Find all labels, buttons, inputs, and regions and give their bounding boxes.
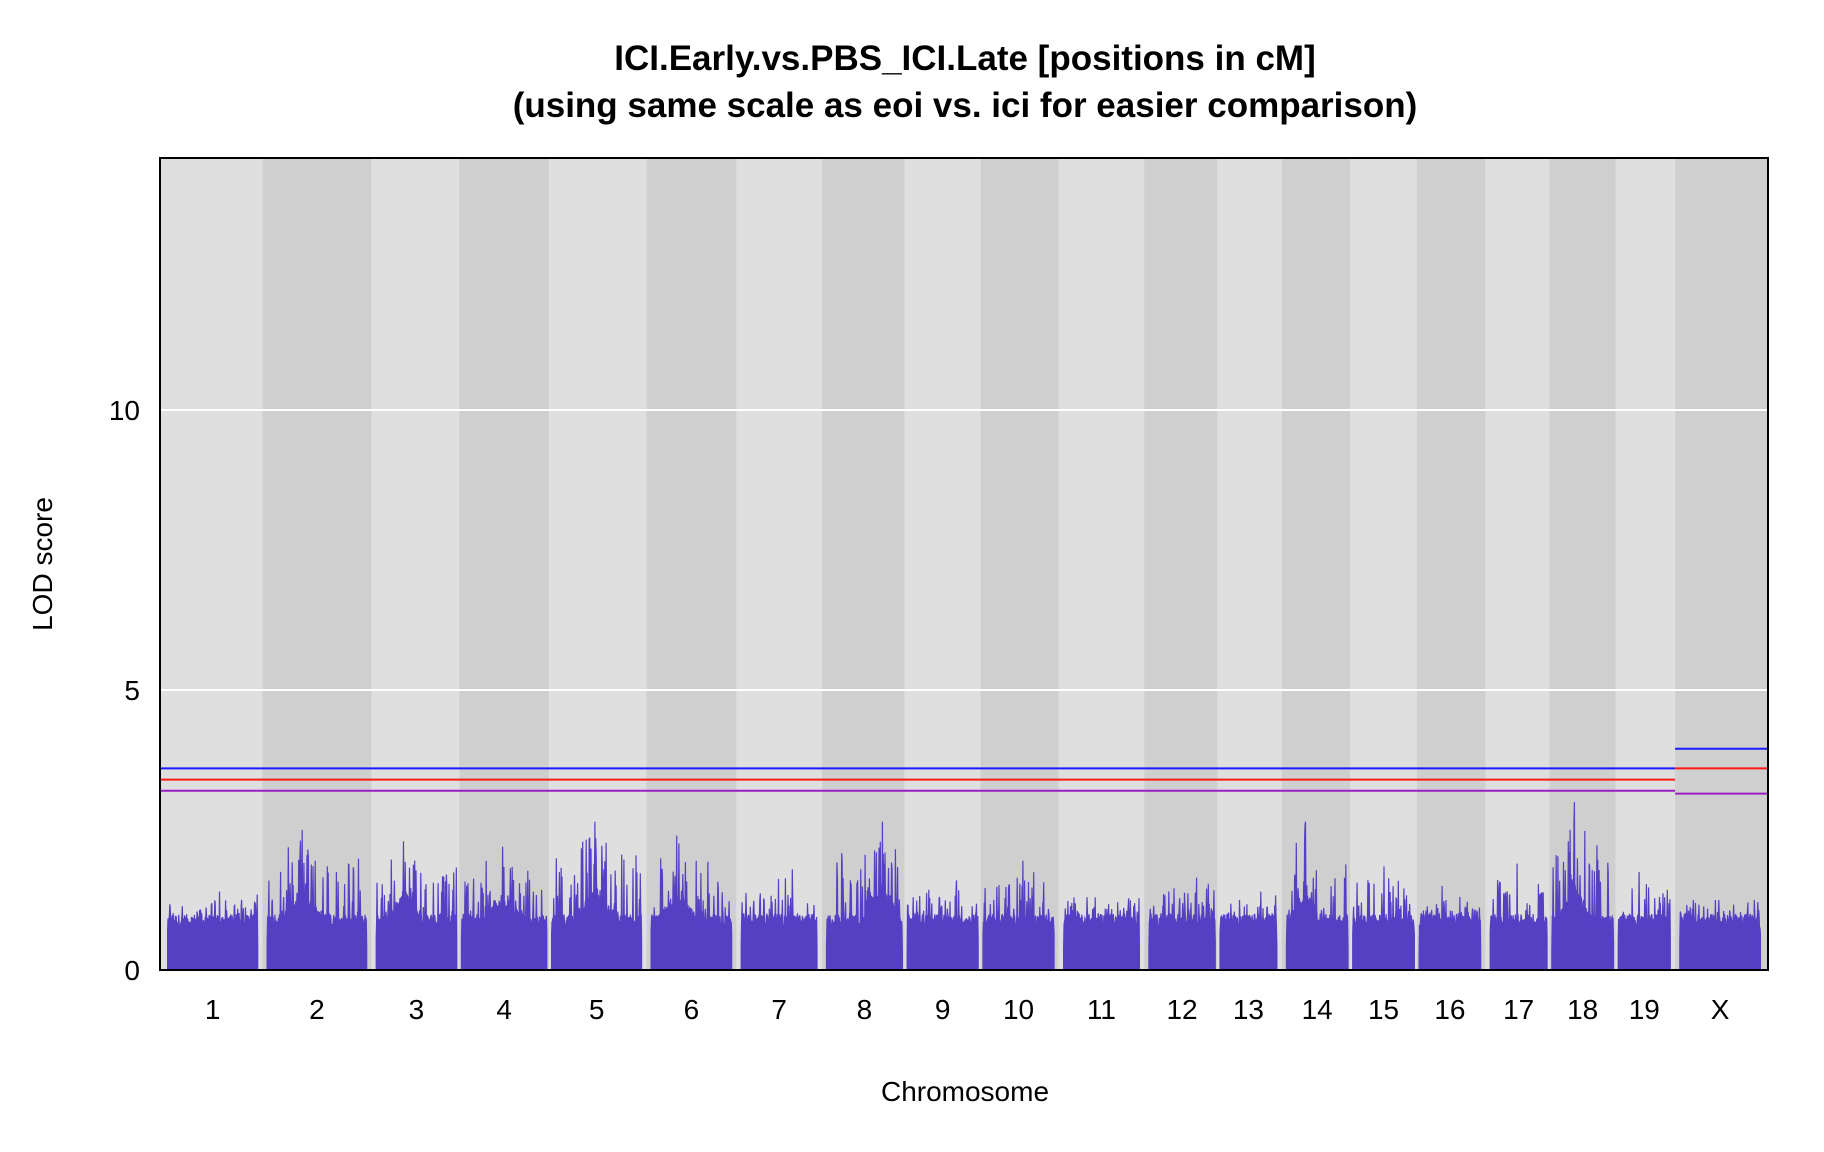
x-tick-label: 19 [1629, 994, 1660, 1025]
x-tick-label: 13 [1233, 994, 1264, 1025]
lod-profile-chr-16 [1418, 885, 1482, 971]
lod-profile-chr-8 [825, 821, 903, 971]
x-tick-label: 10 [1003, 994, 1034, 1025]
x-tick-label: 16 [1434, 994, 1465, 1025]
x-tick-label: 12 [1166, 994, 1197, 1025]
band-chr-3 [371, 158, 460, 970]
band-chr-12 [1144, 158, 1218, 970]
x-axis-ticks: 1 2 3 4 5 6 7 8 9 10 11 12 13 14 15 16 17 18 19 X [205, 994, 1730, 1025]
x-tick-label: 9 [935, 994, 951, 1025]
threshold-lines [160, 747, 1768, 795]
y-tick-label: 0 [124, 955, 140, 986]
lod-profile-chr-11 [1063, 897, 1140, 971]
band-chr-16 [1416, 158, 1486, 970]
chromosome-bands [160, 158, 1768, 970]
lod-series [167, 801, 1761, 971]
lod-profile-chr-4 [460, 846, 548, 971]
lod-profile-chr-5 [551, 821, 643, 971]
x-tick-label: 4 [496, 994, 512, 1025]
band-chr-10 [980, 158, 1059, 970]
x-tick-label: X [1711, 994, 1730, 1025]
band-chr-X [1675, 158, 1768, 970]
x-axis-label: Chromosome [881, 1076, 1049, 1107]
band-chr-6 [646, 158, 737, 970]
x-tick-label: 11 [1087, 994, 1116, 1025]
x-tick-label: 2 [309, 994, 325, 1025]
band-chr-2 [262, 158, 372, 970]
x-tick-label: 7 [771, 994, 787, 1025]
lod-profile-chr-10 [982, 860, 1055, 971]
lod-profile-chr-7 [740, 869, 818, 971]
x-tick-label: 6 [684, 994, 700, 1025]
lod-profile-chr-9 [906, 880, 979, 971]
lod-profile-chr-X [1679, 899, 1761, 971]
y-axis-ticks: 0 5 10 [109, 395, 140, 986]
x-tick-label: 8 [857, 994, 873, 1025]
band-chr-8 [821, 158, 905, 970]
lod-profile-chr-15 [1352, 866, 1415, 971]
band-chr-13 [1217, 158, 1282, 970]
band-chr-15 [1350, 158, 1417, 970]
grid-lines [160, 409, 1768, 691]
lod-profile-chr-18 [1551, 801, 1615, 971]
lod-profile-chr-14 [1285, 821, 1349, 971]
chart-title: ICI.Early.vs.PBS_ICI.Late [positions in … [614, 39, 1315, 78]
chart-subtitle: (using same scale as eoi vs. ici for eas… [513, 86, 1418, 125]
band-chr-18 [1549, 158, 1616, 970]
y-tick-label: 5 [124, 675, 140, 706]
band-chr-14 [1281, 158, 1351, 970]
x-tick-label: 3 [409, 994, 425, 1025]
x-tick-label: 17 [1503, 994, 1534, 1025]
y-tick-label: 10 [109, 395, 140, 426]
band-chr-11 [1058, 158, 1145, 970]
y-axis-label: LOD score [27, 497, 58, 631]
x-tick-label: 15 [1368, 994, 1399, 1025]
lod-profile-chr-17 [1489, 863, 1548, 971]
band-chr-7 [736, 158, 822, 970]
x-tick-label: 18 [1567, 994, 1598, 1025]
lod-profile-chr-6 [650, 835, 733, 971]
lod-profile-chr-19 [1617, 871, 1671, 971]
lod-profile-chr-13 [1219, 891, 1278, 971]
lod-profile-chr-2 [266, 829, 368, 971]
band-chr-1 [160, 158, 263, 970]
plot-frame [159, 157, 1769, 971]
x-tick-label: 1 [205, 994, 221, 1025]
band-chr-17 [1485, 158, 1550, 970]
lod-profile-chr-3 [375, 841, 458, 971]
x-tick-label: 5 [589, 994, 605, 1025]
band-chr-19 [1615, 158, 1676, 970]
band-chr-9 [904, 158, 981, 970]
lod-profile-chr-12 [1148, 877, 1216, 971]
lod-profile-chr-1 [167, 891, 259, 971]
band-chr-4 [459, 158, 550, 970]
x-tick-label: 14 [1302, 994, 1333, 1025]
band-chr-5 [549, 158, 647, 970]
